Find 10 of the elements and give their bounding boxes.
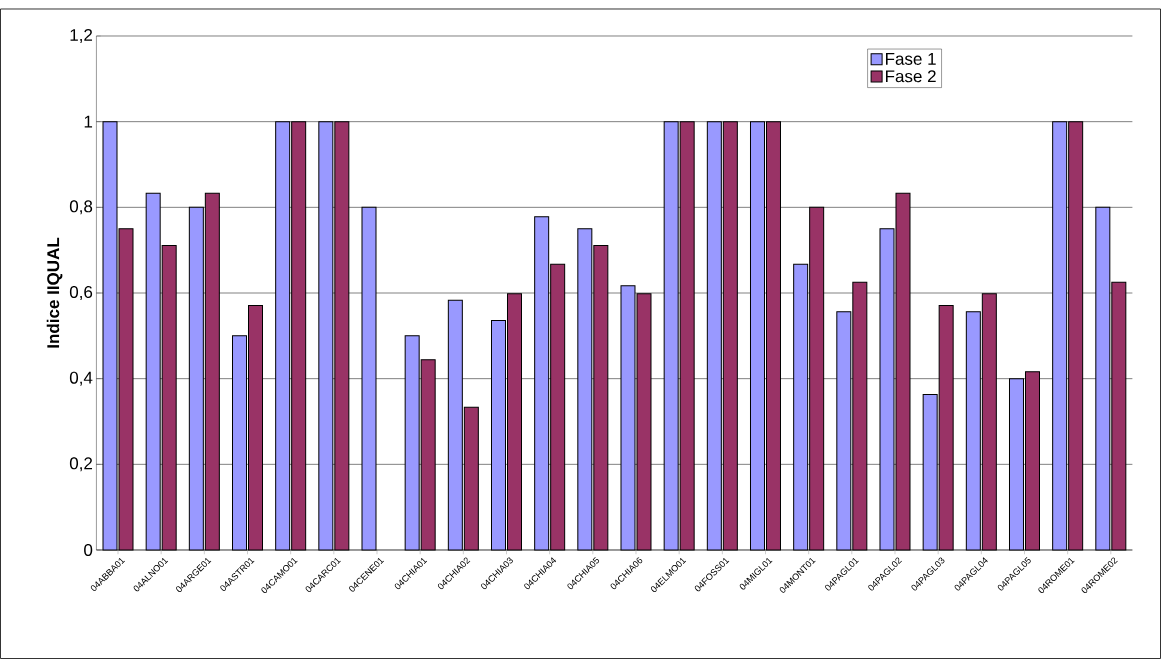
y-tick-label: 1,2	[70, 28, 93, 44]
y-tick-label: 1	[84, 115, 93, 128]
y-tick-label: 0,4	[69, 371, 93, 386]
y-tick-label: 0,2	[69, 457, 93, 472]
y-tick-label: 0,8	[69, 200, 93, 215]
y-tick-label: 0	[84, 543, 93, 557]
legend-label: Fase 1	[886, 53, 936, 65]
legend-label: Fase 2	[886, 70, 936, 83]
y-axis-title: Indice IIQUAL	[46, 237, 63, 348]
y-tick-label: 0,6	[69, 285, 93, 301]
